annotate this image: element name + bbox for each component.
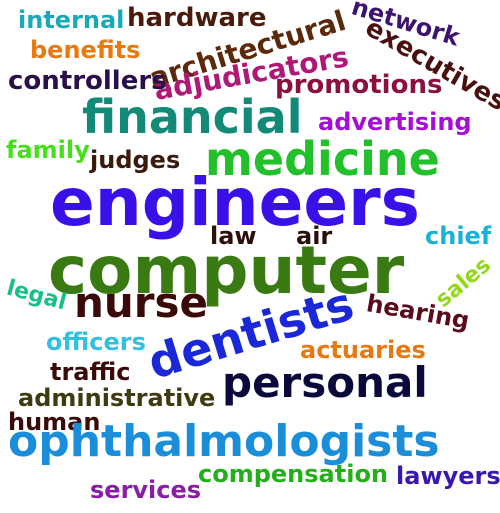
word-ophthalmologists: ophthalmologists [8, 416, 440, 467]
word-family: family [6, 136, 90, 164]
word-advertising: advertising [318, 108, 472, 136]
word-engineers: engineers [50, 164, 420, 241]
word-chief: chief [425, 222, 492, 250]
word-nurse: nurse [74, 278, 208, 327]
word-compensation: compensation [198, 460, 389, 488]
word-administrative: administrative [18, 384, 216, 412]
word-internal: internal [18, 6, 125, 34]
word-lawyers: lawyers [396, 462, 500, 490]
word-controllers: controllers [8, 66, 167, 96]
word-law: law [210, 222, 257, 250]
word-benefits: benefits [30, 36, 141, 64]
word-hardware: hardware [127, 3, 267, 33]
word-computer: computer [48, 232, 405, 309]
word-traffic: traffic [50, 358, 131, 386]
word-actuaries: actuaries [300, 336, 426, 364]
word-officers: officers [46, 328, 146, 356]
word-personal: personal [222, 358, 428, 407]
word-services: services [90, 476, 202, 504]
word-judges: judges [90, 146, 181, 174]
word-human: human [8, 408, 101, 436]
word-air: air [296, 222, 333, 250]
word-medicine: medicine [205, 132, 440, 186]
word-promotions: promotions [275, 70, 443, 100]
word-financial: financial [82, 90, 303, 144]
